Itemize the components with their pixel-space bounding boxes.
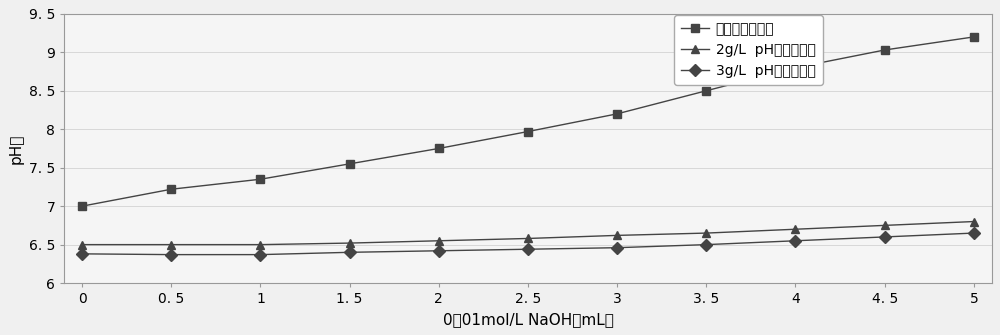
- 3g/L  pH滑动调节剂: [76, 252, 88, 256]
- 2g/L  pH滑动调节剂: [789, 227, 801, 231]
- 空白蔭馏水溶液: [165, 187, 177, 191]
- 2g/L  pH滑动调节剂: [76, 243, 88, 247]
- 空白蔭馏水溶液: [968, 35, 980, 39]
- 3g/L  pH滑动调节剂: [611, 246, 623, 250]
- 2g/L  pH滑动调节剂: [254, 243, 266, 247]
- 3g/L  pH滑动调节剂: [700, 243, 712, 247]
- Legend: 空白蔭馏水溶液, 2g/L  pH滑动调节剂, 3g/L  pH滑动调节剂: 空白蔭馏水溶液, 2g/L pH滑动调节剂, 3g/L pH滑动调节剂: [674, 15, 823, 85]
- 3g/L  pH滑动调节剂: [968, 231, 980, 235]
- 2g/L  pH滑动调节剂: [522, 237, 534, 241]
- 3g/L  pH滑动调节剂: [433, 249, 445, 253]
- 2g/L  pH滑动调节剂: [433, 239, 445, 243]
- 空白蔭馏水溶液: [344, 162, 356, 166]
- Line: 空白蔭馏水溶液: 空白蔭馏水溶液: [78, 33, 978, 210]
- 2g/L  pH滑动调节剂: [879, 223, 891, 227]
- 2g/L  pH滑动调节剂: [968, 219, 980, 223]
- 2g/L  pH滑动调节剂: [165, 243, 177, 247]
- 空白蔭馏水溶液: [254, 177, 266, 181]
- X-axis label: 0．01mol/L NaOH（mL）: 0．01mol/L NaOH（mL）: [443, 312, 613, 327]
- 2g/L  pH滑动调节剂: [700, 231, 712, 235]
- 3g/L  pH滑动调节剂: [254, 253, 266, 257]
- 2g/L  pH滑动调节剂: [611, 233, 623, 238]
- 3g/L  pH滑动调节剂: [789, 239, 801, 243]
- Y-axis label: pH値: pH値: [8, 133, 23, 163]
- Line: 3g/L  pH滑动调节剂: 3g/L pH滑动调节剂: [78, 229, 978, 259]
- Line: 2g/L  pH滑动调节剂: 2g/L pH滑动调节剂: [78, 217, 978, 249]
- 空白蔭馏水溶液: [522, 130, 534, 134]
- 空白蔭馏水溶液: [76, 204, 88, 208]
- 空白蔭馏水溶液: [433, 146, 445, 150]
- 空白蔭馏水溶液: [789, 66, 801, 70]
- 空白蔭馏水溶液: [879, 48, 891, 52]
- 3g/L  pH滑动调节剂: [344, 250, 356, 254]
- 空白蔭馏水溶液: [700, 89, 712, 93]
- 3g/L  pH滑动调节剂: [165, 253, 177, 257]
- 2g/L  pH滑动调节剂: [344, 241, 356, 245]
- 空白蔭馏水溶液: [611, 112, 623, 116]
- 3g/L  pH滑动调节剂: [522, 247, 534, 251]
- 3g/L  pH滑动调节剂: [879, 235, 891, 239]
